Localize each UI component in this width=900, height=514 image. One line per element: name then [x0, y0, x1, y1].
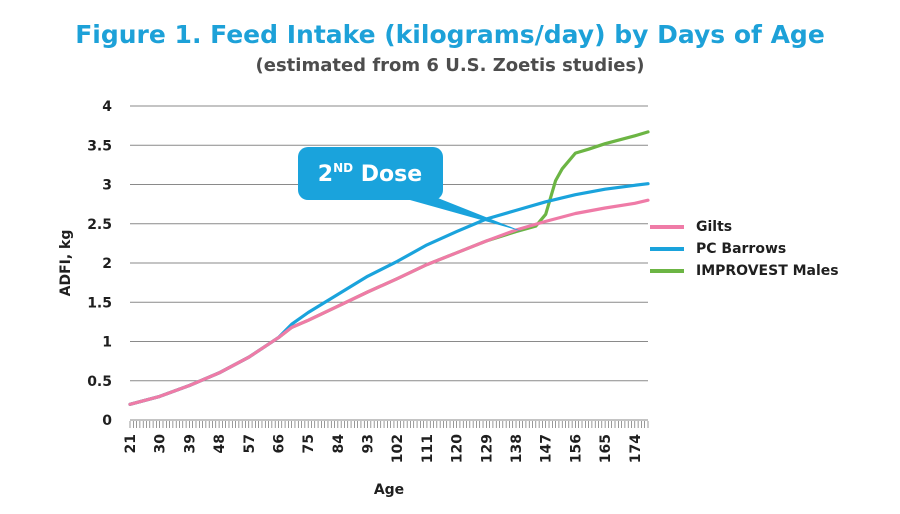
legend-label: IMPROVEST Males	[696, 263, 839, 279]
callout-box	[298, 147, 443, 200]
x-tick-label: 111	[420, 434, 436, 463]
legend: Gilts PC Barrows IMPROVEST Males	[650, 216, 839, 282]
pc-barrows-line	[128, 182, 650, 406]
gilts-line	[128, 198, 650, 406]
y-tick-label: 3.5	[87, 138, 112, 154]
x-tick-label: 129	[479, 434, 495, 463]
callout-label: 2ND Dose	[318, 161, 422, 187]
legend-label: Gilts	[696, 219, 733, 235]
legend-item-gilts: Gilts	[650, 216, 839, 238]
y-tick-label: 1.5	[87, 295, 112, 311]
x-tick-label: 93	[361, 434, 377, 453]
y-tick-label: 4	[102, 99, 112, 115]
x-tick-label: 57	[242, 434, 258, 453]
legend-swatch	[650, 225, 684, 229]
y-tick-label: 2.5	[87, 217, 112, 233]
x-tick-label: 147	[539, 434, 555, 463]
x-tick-label: 21	[123, 434, 139, 453]
x-tick-label: 39	[182, 434, 198, 453]
legend-swatch	[650, 269, 684, 273]
x-tick-label: 156	[568, 434, 584, 463]
y-tick-label: 1	[102, 335, 112, 351]
x-tick-label: 102	[390, 434, 406, 463]
x-tick-label: 84	[331, 434, 347, 454]
x-tick-label: 174	[628, 434, 644, 463]
x-tick-label: 66	[271, 434, 287, 453]
legend-item-pc-barrows: PC Barrows	[650, 238, 839, 260]
legend-swatch	[650, 247, 684, 251]
y-tick-label: 2	[102, 256, 112, 272]
x-tick-label: 30	[153, 434, 169, 454]
chart-subtitle: (estimated from 6 U.S. Zoetis studies)	[255, 55, 645, 76]
chart-title: Figure 1. Feed Intake (kilograms/day) by…	[75, 20, 825, 49]
y-axis-label: ADFI, kg	[58, 230, 74, 297]
x-tick-label: 75	[301, 434, 317, 453]
x-tick-label: 48	[212, 434, 228, 453]
x-tick-label: 165	[598, 434, 614, 463]
y-tick-label: 0	[102, 413, 112, 429]
legend-item-improvest-males: IMPROVEST Males	[650, 260, 839, 282]
x-tick-label: 138	[509, 434, 525, 463]
x-axis-label: Age	[374, 482, 404, 498]
x-tick-label: 120	[450, 434, 466, 463]
y-tick-label: 3	[102, 178, 112, 194]
y-tick-label: 0.5	[87, 374, 112, 390]
legend-label: PC Barrows	[696, 241, 787, 257]
